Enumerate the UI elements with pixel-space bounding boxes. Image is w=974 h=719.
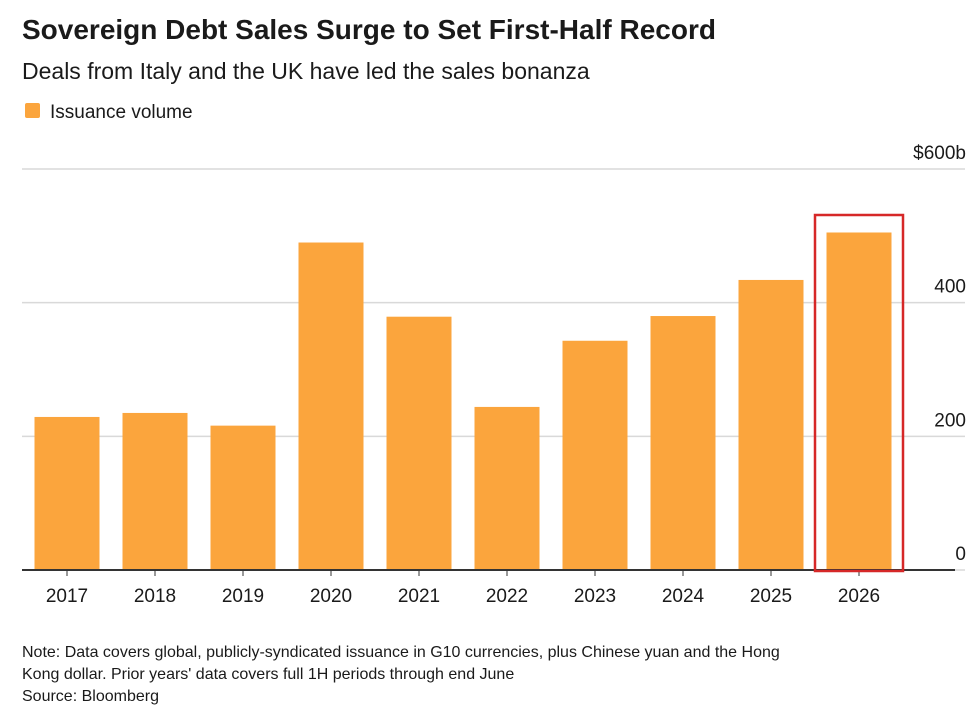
bar [210, 425, 276, 570]
bar [562, 340, 628, 570]
x-tick-label: 2025 [750, 586, 792, 607]
bar [826, 232, 892, 570]
x-tick-label: 2019 [222, 586, 264, 607]
y-tick-label: $600b [913, 143, 966, 164]
x-tick-label: 2022 [486, 586, 528, 607]
x-tick-label: 2024 [662, 586, 705, 607]
bar [650, 316, 716, 570]
y-tick-label: 0 [955, 544, 966, 565]
x-tick-label: 2026 [838, 586, 880, 607]
note: Note: Data covers global, publicly-syndi… [22, 644, 780, 661]
bar [474, 406, 540, 570]
x-tick-label: 2021 [398, 586, 440, 607]
chart-title: Sovereign Debt Sales Surge to Set First-… [22, 14, 716, 45]
x-tick-label: 2017 [46, 586, 88, 607]
legend-label: Issuance volume [50, 102, 193, 123]
bar [386, 316, 452, 570]
legend-swatch [25, 103, 40, 118]
x-tick-label: 2020 [310, 586, 352, 607]
note: Kong dollar. Prior years' data covers fu… [22, 666, 514, 683]
bar [122, 412, 188, 570]
y-tick-label: 200 [934, 410, 966, 431]
bar [298, 242, 364, 570]
y-tick-label: 400 [934, 277, 966, 298]
bar [738, 279, 804, 570]
x-tick-label: 2023 [574, 586, 616, 607]
highlight-box [813, 213, 905, 573]
bar [34, 416, 100, 570]
x-tick-label: 2018 [134, 586, 176, 607]
chart-subtitle: Deals from Italy and the UK have led the… [22, 58, 590, 84]
source: Source: Bloomberg [22, 688, 159, 705]
